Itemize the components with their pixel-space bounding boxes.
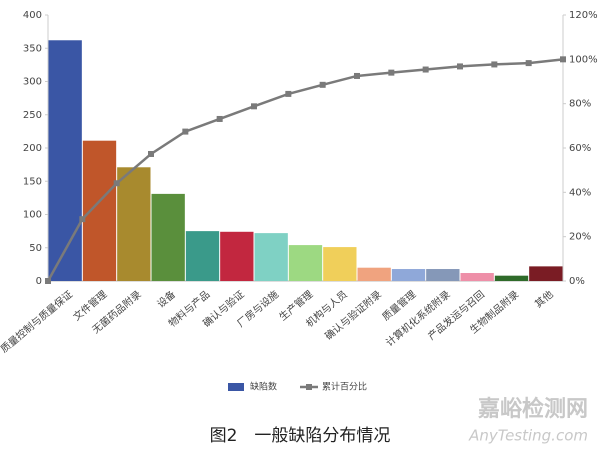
y-tick-label: 100 [23, 210, 42, 221]
y2-tick-label: 0% [569, 276, 585, 287]
line-start [46, 218, 84, 282]
x-tick-label: 质量控制与质量保证 [0, 288, 75, 356]
bar [460, 273, 494, 281]
y2-tick-label: 60% [569, 143, 591, 154]
x-tick-label: 其他 [532, 288, 556, 311]
line-marker [113, 180, 120, 187]
bar [220, 231, 254, 281]
line-marker [251, 103, 257, 110]
line-marker [491, 61, 498, 68]
line-marker [388, 69, 395, 76]
bar [494, 275, 529, 281]
y-tick-label: 150 [23, 176, 42, 187]
bar [185, 231, 220, 281]
watermark: 嘉峪检测网 [478, 396, 588, 422]
line-marker [216, 115, 223, 122]
y-tick-label: 200 [23, 143, 42, 154]
bar [117, 167, 151, 281]
watermark-url: AnyTesting.com [468, 427, 588, 445]
y-tick-label: 300 [23, 77, 42, 88]
bar [323, 247, 357, 281]
x-tick-label: 确认与验证附录 [322, 288, 384, 343]
line-marker [560, 56, 566, 63]
y2-tick-label: 40% [569, 187, 591, 198]
bar [391, 269, 426, 281]
line-marker [182, 128, 189, 135]
bar [82, 140, 117, 281]
line-marker [319, 81, 326, 88]
line-start-marker [45, 278, 51, 284]
x-tick-label: 设备 [154, 288, 178, 311]
line-marker [285, 90, 292, 97]
bar [288, 245, 323, 281]
bar [357, 267, 391, 281]
y-tick-label: 250 [23, 110, 42, 121]
caption: 图2 一般缺陷分布情况 [210, 426, 391, 446]
legend-label: 累计百分比 [322, 381, 367, 393]
y2-tick-label: 80% [569, 99, 591, 110]
bar [529, 266, 563, 281]
y-tick-label: 400 [23, 10, 42, 21]
bar [48, 40, 82, 281]
bar [254, 233, 288, 281]
bar [426, 269, 460, 281]
y2-tick-label: 20% [569, 232, 591, 243]
line-marker [354, 72, 360, 79]
legend-swatch [306, 384, 312, 390]
legend-swatch [228, 383, 244, 391]
y-tick-label: 350 [23, 43, 42, 54]
line-marker [79, 216, 86, 223]
x-tick-label: 产品发运与召回 [425, 288, 487, 343]
bar [151, 193, 185, 281]
line-marker [422, 66, 429, 73]
line-marker [148, 150, 154, 157]
y2-tick-label: 120% [569, 10, 598, 21]
line-marker [525, 60, 532, 67]
line-marker [457, 63, 463, 70]
y2-tick-label: 100% [569, 54, 598, 65]
y-tick-label: 0 [36, 276, 42, 287]
y-tick-label: 50 [29, 243, 42, 254]
legend-label: 缺陷数 [250, 381, 277, 393]
